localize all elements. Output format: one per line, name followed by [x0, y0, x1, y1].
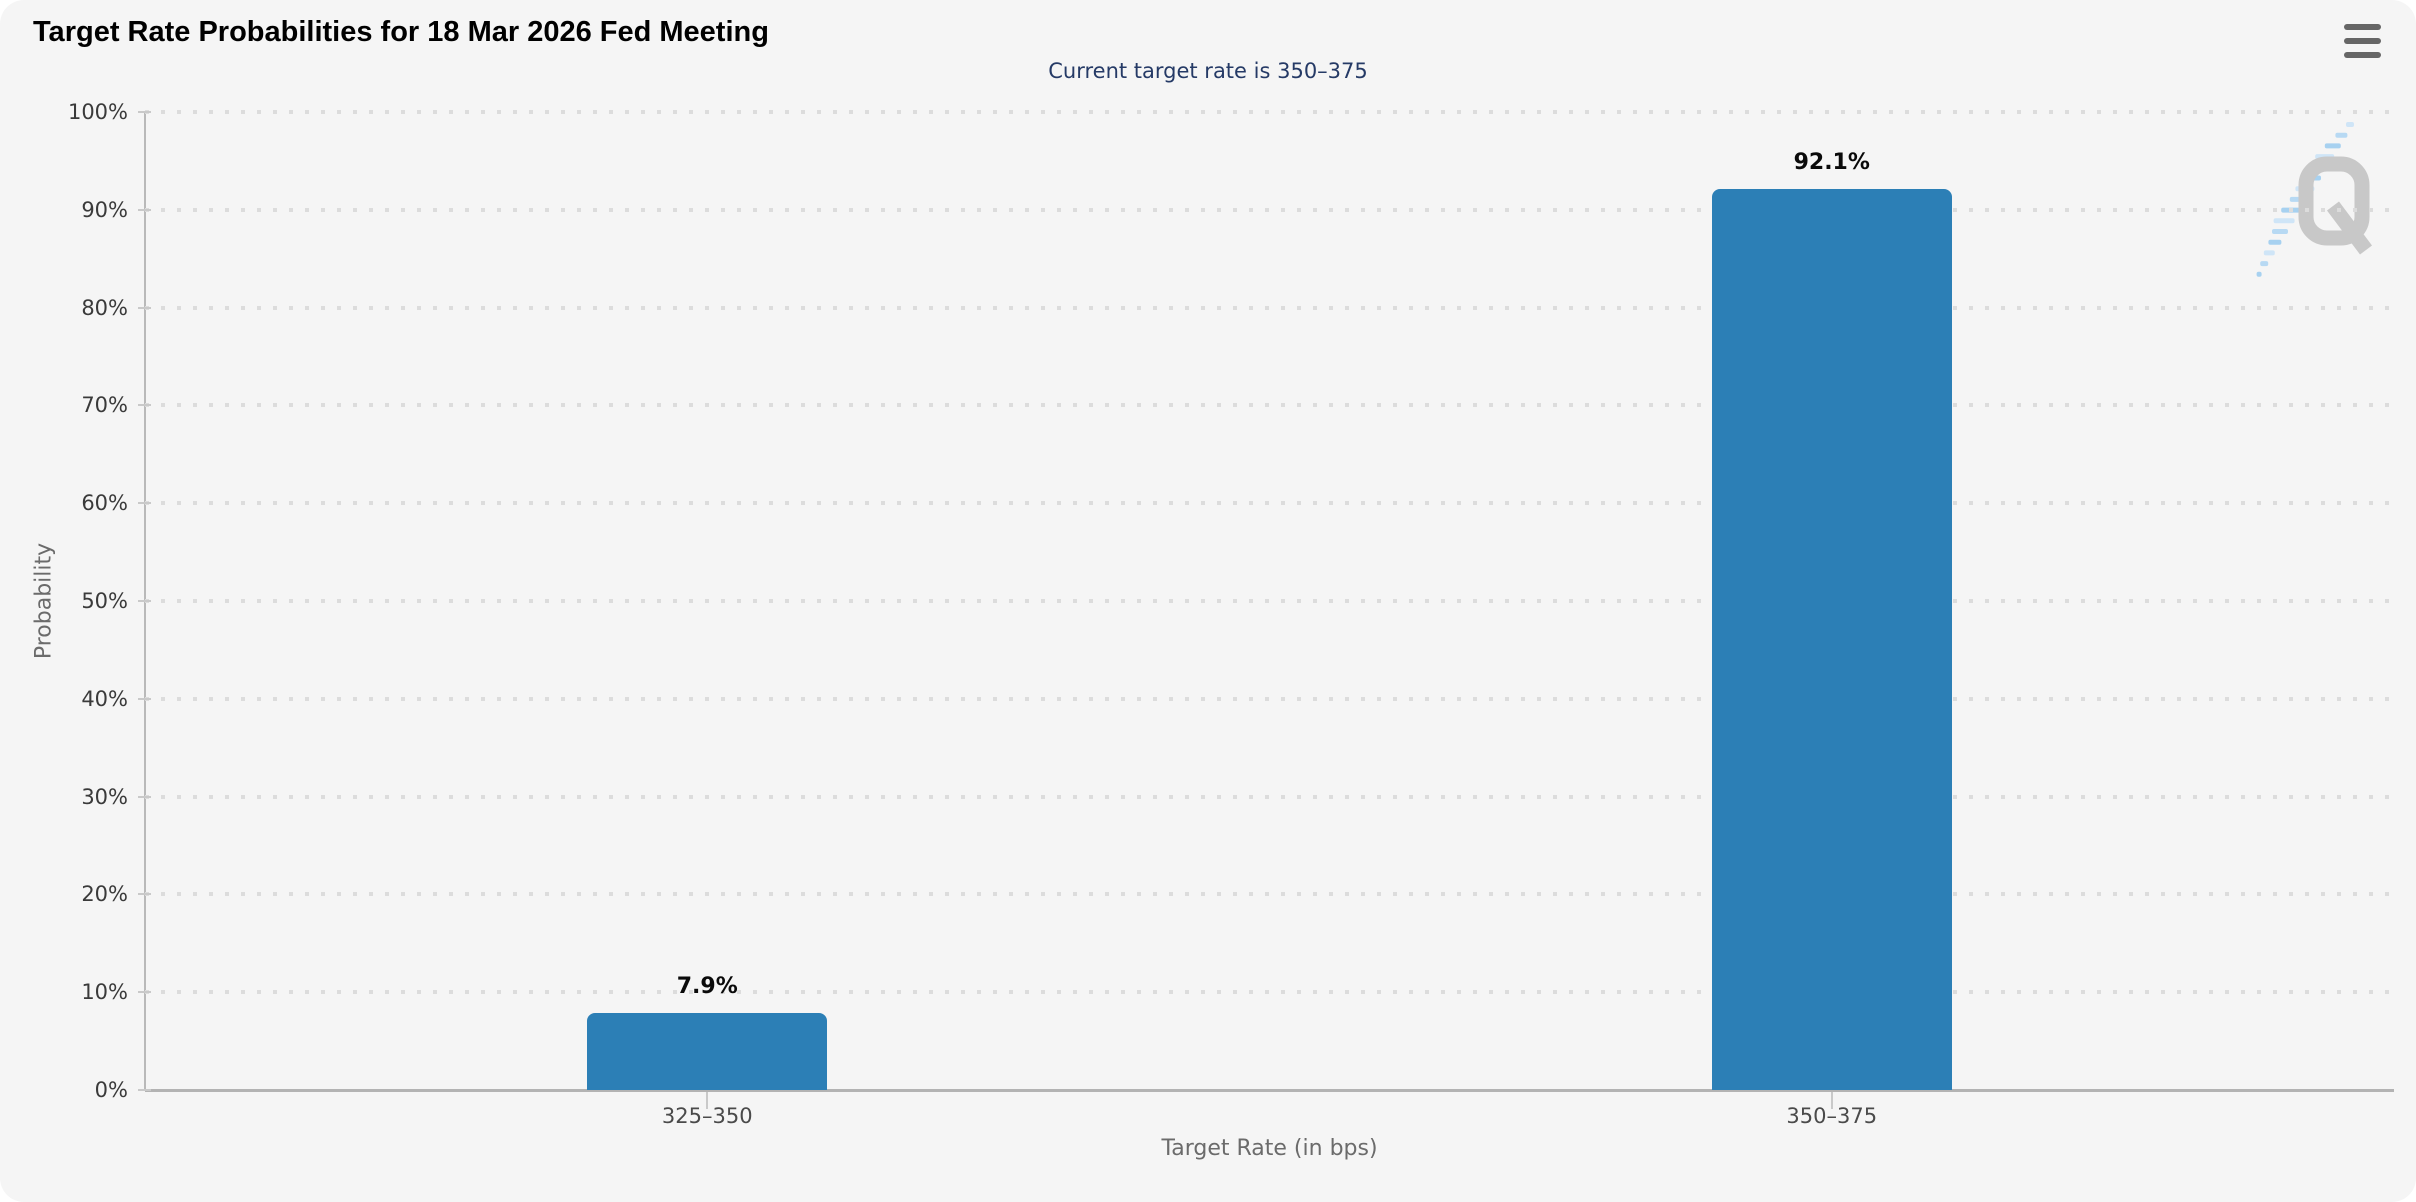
gridline-20pct — [145, 892, 2394, 897]
gridline-90pct — [145, 207, 2394, 212]
chart-title: Target Rate Probabilities for 18 Mar 202… — [33, 16, 769, 48]
y-tick-label: 80% — [81, 295, 128, 320]
y-axis-tick — [138, 502, 151, 505]
y-axis-tick — [138, 208, 151, 211]
y-tick-label: 20% — [81, 882, 128, 907]
hamburger-icon — [2344, 52, 2381, 58]
y-axis-tick — [138, 1089, 151, 1091]
gridline-30pct — [145, 794, 2394, 799]
hamburger-icon — [2344, 24, 2381, 30]
y-tick-label: 90% — [81, 197, 128, 222]
y-axis-tick — [138, 795, 151, 798]
y-tick-label: 70% — [81, 393, 128, 418]
x-axis-line — [145, 1089, 2394, 1092]
gridline-50pct — [145, 599, 2394, 603]
y-axis-tick — [138, 306, 151, 309]
y-axis-tick — [138, 111, 151, 113]
gridline-40pct — [145, 696, 2394, 701]
gridline-10pct — [145, 990, 2394, 995]
hamburger-icon — [2344, 38, 2381, 44]
y-tick-label: 50% — [81, 589, 128, 613]
watermark-q-letter — [2298, 156, 2372, 255]
gridline-80pct — [145, 305, 2394, 310]
y-tick-label: 10% — [81, 980, 128, 1005]
gridline-70pct — [145, 403, 2394, 408]
q-watermark-logo — [2256, 122, 2372, 277]
bar-value-label: 92.1% — [1793, 150, 1870, 176]
y-axis-tick — [138, 991, 151, 994]
chart-subtitle: Current target rate is 350–375 — [1048, 59, 1368, 83]
y-tick-label: 0% — [94, 1078, 128, 1102]
probability-bar[interactable] — [1711, 189, 1952, 1090]
gridline-60pct — [145, 501, 2394, 506]
x-axis-tick — [706, 1092, 709, 1109]
x-axis-title: Target Rate (in bps) — [1161, 1136, 1378, 1161]
y-tick-label: 40% — [81, 686, 128, 711]
y-tick-label: 100% — [67, 100, 128, 124]
x-axis-tick — [1830, 1092, 1833, 1109]
probability-bar[interactable] — [587, 1012, 828, 1090]
gridline-100pct — [145, 110, 2394, 114]
x-tick-label: 325–350 — [661, 1104, 753, 1128]
x-tick-label: 350–375 — [1786, 1104, 1878, 1128]
bar-value-label: 7.9% — [676, 973, 738, 999]
y-tick-label: 60% — [81, 491, 128, 516]
y-axis-tick — [138, 697, 151, 700]
y-axis-tick — [138, 600, 151, 602]
y-tick-label: 30% — [81, 784, 128, 809]
chart-menu-button[interactable] — [2344, 24, 2388, 58]
y-axis-tick — [138, 893, 151, 896]
y-axis-tick — [138, 404, 151, 407]
